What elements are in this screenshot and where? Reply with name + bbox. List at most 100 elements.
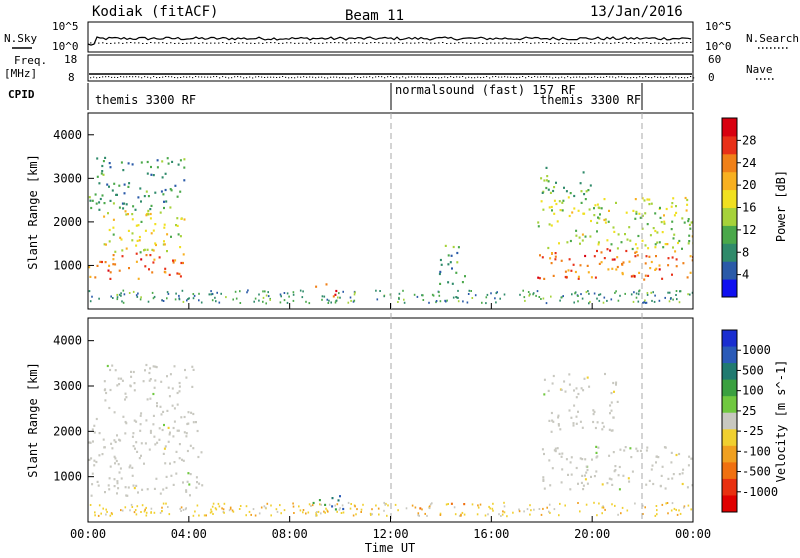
data-cell (326, 298, 329, 301)
data-cell (123, 192, 126, 195)
nave-dot (117, 76, 119, 78)
data-cell (163, 243, 166, 246)
data-cell (267, 295, 270, 298)
colorbar-swatch (722, 153, 737, 173)
data-cell (164, 271, 167, 274)
data-cell (624, 233, 626, 236)
data-cell (308, 503, 311, 506)
data-cell (635, 447, 638, 450)
data-cell (149, 212, 152, 216)
data-cell (644, 506, 646, 509)
nave-dot (624, 76, 626, 78)
data-cell (145, 363, 148, 367)
data-cell (681, 472, 684, 475)
data-cell (394, 503, 397, 506)
nsearch-dot (622, 42, 624, 44)
data-cell (592, 420, 595, 424)
data-cell (549, 511, 551, 514)
nsky-label: N.Sky (4, 32, 37, 45)
data-cell (650, 202, 653, 205)
data-cell (180, 510, 182, 512)
velocity-colorbar-label: Velocity [m s^-1] (774, 360, 788, 483)
colorbar-swatch (722, 379, 737, 397)
data-cell (305, 512, 307, 515)
data-cell (672, 197, 675, 200)
data-cell (672, 473, 675, 476)
data-cell (578, 236, 581, 239)
nsearch-dot (170, 42, 172, 44)
nsearch-dot (230, 42, 232, 44)
data-cell (108, 228, 111, 232)
nave-dot (567, 76, 569, 78)
nave-dot (174, 77, 176, 79)
data-cell (584, 474, 586, 477)
nave-dot (93, 76, 95, 78)
data-cell (432, 294, 435, 297)
data-cell (552, 189, 555, 193)
data-cell (210, 293, 212, 296)
data-cell (318, 499, 321, 502)
data-cell (180, 261, 183, 265)
nsearch-dot (258, 42, 260, 44)
data-cell (598, 502, 600, 505)
data-cell (593, 292, 596, 295)
nave-dot (216, 76, 218, 78)
data-cell (661, 231, 664, 234)
nave-dot (285, 76, 287, 78)
data-cell (383, 501, 385, 504)
data-cell (589, 235, 592, 238)
data-cell (645, 255, 648, 258)
data-cell (612, 416, 615, 419)
data-cell (120, 161, 123, 164)
data-cell (611, 258, 614, 261)
nsearch-dot (302, 42, 304, 44)
data-cell (538, 508, 541, 510)
data-cell (235, 297, 238, 300)
data-cell (593, 475, 596, 478)
data-cell (125, 213, 128, 216)
data-cell (123, 202, 126, 205)
data-cell (132, 205, 135, 208)
data-cell (316, 511, 318, 514)
power-ylabel: Slant Range [km] (26, 154, 40, 270)
colorbar-tick-label: 28 (742, 133, 756, 147)
data-cell (678, 473, 681, 476)
data-cell (610, 401, 613, 404)
data-cell (666, 243, 669, 246)
data-cell (558, 200, 561, 203)
data-cell (615, 201, 617, 204)
nave-dot (366, 76, 368, 78)
data-cell (652, 227, 655, 230)
nsearch-dot (150, 42, 152, 44)
data-cell (91, 295, 93, 298)
data-cell (310, 505, 312, 507)
data-cell (523, 296, 526, 299)
data-cell (628, 480, 631, 483)
data-cell (550, 430, 553, 433)
data-cell (140, 161, 143, 164)
velocity-data (88, 363, 693, 518)
data-cell (586, 468, 589, 472)
data-cell (499, 297, 501, 300)
data-cell (495, 292, 498, 295)
data-cell (108, 240, 111, 243)
nave-dot (279, 76, 281, 78)
data-cell (654, 514, 657, 517)
data-cell (568, 258, 571, 261)
data-cell (599, 293, 602, 296)
data-cell (302, 509, 305, 511)
nave-dot (135, 76, 137, 78)
data-cell (479, 503, 482, 506)
data-cell (560, 388, 563, 391)
data-cell (568, 373, 571, 376)
nave-dot (261, 76, 263, 78)
data-cell (573, 389, 575, 392)
data-cell (125, 203, 128, 206)
data-cell (163, 206, 165, 210)
data-cell (103, 389, 106, 392)
data-cell (163, 447, 166, 450)
data-cell (93, 431, 96, 434)
data-cell (606, 248, 609, 251)
data-cell (338, 292, 340, 295)
data-cell (596, 514, 598, 517)
